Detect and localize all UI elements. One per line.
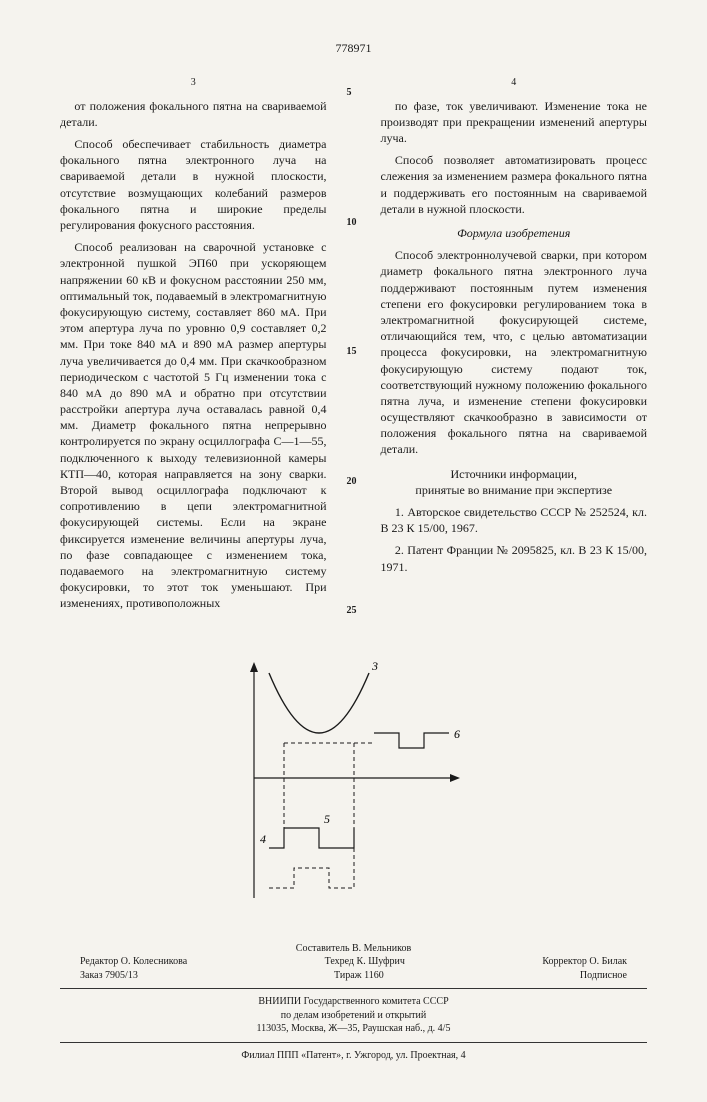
left-p2: Способ обеспечивает стабильность диаметр… xyxy=(60,136,327,233)
line-number-gutter: 5 10 15 20 25 xyxy=(347,76,361,617)
org2: по делам изобретений и открытий xyxy=(60,1009,647,1023)
line-num: 10 xyxy=(347,216,361,230)
label-4: 4 xyxy=(260,832,266,846)
text-columns: 3 от положения фокального пятна на свари… xyxy=(60,76,647,617)
order: Заказ 7905/13 xyxy=(80,969,138,983)
subscription: Подписное xyxy=(580,969,627,983)
left-column: 3 от положения фокального пятна на свари… xyxy=(60,76,327,617)
right-p2: Способ позволяет автоматизировать процес… xyxy=(381,152,648,217)
left-p3: Способ реализован на сварочной установке… xyxy=(60,239,327,611)
technical-diagram: 3 6 4 5 xyxy=(60,648,647,912)
col-num-right: 4 xyxy=(381,76,648,90)
left-p1: от положения фокального пятна на сварива… xyxy=(60,98,327,130)
tech: Техред К. Шуфрич xyxy=(325,955,405,969)
right-p3: Способ электроннолучевой сварки, при кот… xyxy=(381,247,648,457)
addr2: Филиал ППП «Патент», г. Ужгород, ул. Про… xyxy=(60,1049,647,1063)
line-num: 20 xyxy=(347,475,361,489)
footer-block: Составитель В. Мельников Редактор О. Кол… xyxy=(60,942,647,1063)
line-num: 5 xyxy=(347,86,361,100)
sources-heading: Источники информации, принятые во вниман… xyxy=(381,466,648,498)
source-2: 2. Патент Франции № 2095825, кл. В 23 К … xyxy=(381,542,648,574)
right-column: 4 по фазе, ток увеличивают. Изменение то… xyxy=(381,76,648,617)
line-num: 15 xyxy=(347,345,361,359)
source-1: 1. Авторское свидетельство СССР № 252524… xyxy=(381,504,648,536)
label-3: 3 xyxy=(371,659,378,673)
right-p1: по фазе, ток увеличивают. Изменение тока… xyxy=(381,98,648,147)
col-num-left: 3 xyxy=(60,76,327,90)
corrector: Корректор О. Билак xyxy=(542,955,627,969)
formula-heading: Формула изобретения xyxy=(381,225,648,241)
patent-number: 778971 xyxy=(60,40,647,56)
line-num: 25 xyxy=(347,604,361,618)
org1: ВНИИПИ Государственного комитета СССР xyxy=(60,995,647,1009)
diagram-svg: 3 6 4 5 xyxy=(224,648,484,908)
addr1: 113035, Москва, Ж—35, Раушская наб., д. … xyxy=(60,1022,647,1036)
label-6: 6 xyxy=(454,727,460,741)
label-5: 5 xyxy=(324,812,330,826)
editor: Редактор О. Колесникова xyxy=(80,955,187,969)
compiler: Составитель В. Мельников xyxy=(60,942,647,956)
circulation: Тираж 1160 xyxy=(334,969,384,983)
